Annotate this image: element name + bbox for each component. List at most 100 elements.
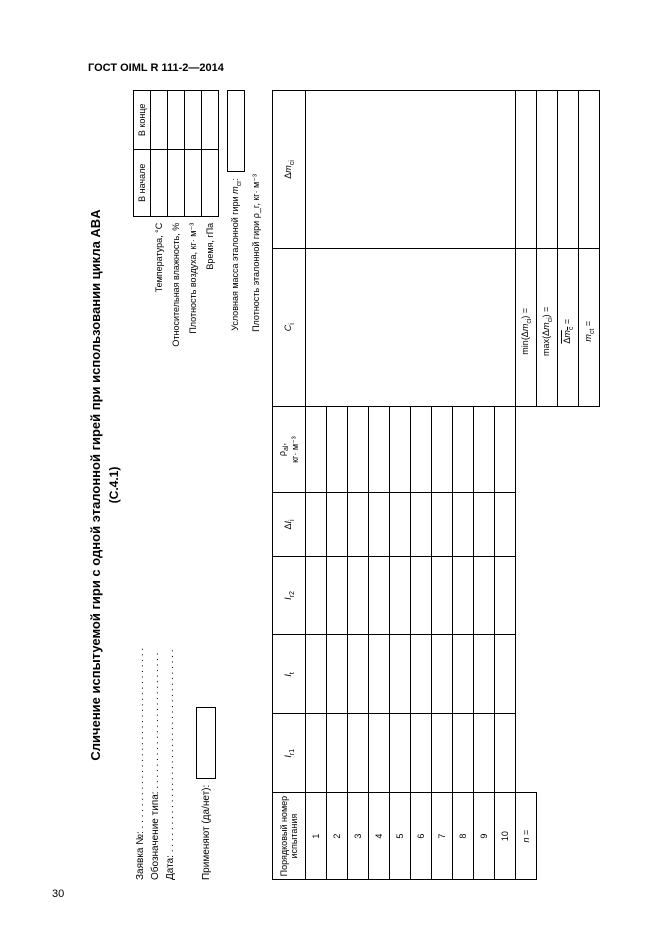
apply-label: Применяют (да/нет): bbox=[201, 785, 212, 880]
data-cell[interactable] bbox=[369, 556, 390, 635]
data-cell[interactable] bbox=[432, 714, 453, 793]
summary-value[interactable] bbox=[558, 91, 579, 249]
data-cell[interactable] bbox=[306, 493, 327, 556]
th-i2: It bbox=[273, 635, 306, 714]
data-cell[interactable] bbox=[474, 556, 495, 635]
data-cell[interactable] bbox=[495, 406, 516, 493]
data-cell[interactable] bbox=[348, 556, 369, 635]
request-block: Заявка №: . . . . . . . . . . . . . . . … bbox=[133, 620, 262, 880]
data-cell[interactable] bbox=[474, 406, 495, 493]
data-cell[interactable] bbox=[369, 714, 390, 793]
data-cell[interactable] bbox=[411, 556, 432, 635]
data-cell[interactable] bbox=[390, 406, 411, 493]
conditions-table: В начале В конце Температура, °С Относит… bbox=[133, 90, 219, 390]
gost-code: ГОСТ OIML R 111-2—2014 bbox=[88, 62, 224, 74]
data-cell[interactable] bbox=[327, 635, 348, 714]
data-cell[interactable] bbox=[474, 493, 495, 556]
data-cell[interactable] bbox=[306, 714, 327, 793]
data-cell[interactable] bbox=[453, 556, 474, 635]
data-cell[interactable] bbox=[495, 493, 516, 556]
cond-density-end[interactable] bbox=[185, 91, 202, 150]
row-index: 3 bbox=[348, 793, 369, 880]
data-cell[interactable] bbox=[453, 714, 474, 793]
app-no-line: Заявка №: . . . . . . . . . . . . . . . … bbox=[133, 620, 148, 880]
conditions-block: В начале В конце Температура, °С Относит… bbox=[133, 90, 262, 390]
cond-humidity-start[interactable] bbox=[168, 149, 185, 216]
th-dm: Δmci bbox=[273, 91, 306, 249]
conv-mass-row: Условная масса эталонной гири mcr: bbox=[227, 90, 245, 390]
cond-humidity-end[interactable] bbox=[168, 91, 185, 150]
data-cell[interactable] bbox=[453, 493, 474, 556]
th-i1: Ir1 bbox=[273, 714, 306, 793]
data-cell[interactable] bbox=[369, 493, 390, 556]
th-rho: ρal, кг· м⁻³ bbox=[273, 406, 306, 493]
data-cell[interactable] bbox=[432, 493, 453, 556]
data-cell[interactable] bbox=[348, 406, 369, 493]
apply-row: Применяют (да/нет): bbox=[196, 620, 216, 880]
data-cell[interactable] bbox=[495, 714, 516, 793]
cond-time-label: Время, гПа bbox=[202, 216, 219, 390]
data-cell[interactable] bbox=[348, 635, 369, 714]
cond-time-end[interactable] bbox=[202, 91, 219, 150]
cond-start-header: В начале bbox=[134, 149, 151, 216]
row-index: 7 bbox=[432, 793, 453, 880]
conv-mass-box[interactable] bbox=[227, 90, 245, 172]
data-cell[interactable] bbox=[327, 556, 348, 635]
data-cell[interactable] bbox=[432, 406, 453, 493]
data-cell[interactable] bbox=[432, 635, 453, 714]
data-cell[interactable] bbox=[495, 635, 516, 714]
data-cell[interactable] bbox=[306, 406, 327, 493]
summary-label: max(Δmci) = bbox=[537, 248, 558, 406]
apply-box[interactable] bbox=[196, 707, 216, 779]
type-line: Обозначение типа: . . . . . . . . . . . … bbox=[148, 620, 163, 880]
n-label: n = bbox=[516, 793, 537, 880]
data-cell[interactable] bbox=[348, 714, 369, 793]
landscape-content: Сличение испытуемой гири с одной эталонн… bbox=[88, 90, 608, 880]
summary-label: Δmc = bbox=[558, 248, 579, 406]
data-cell[interactable] bbox=[306, 635, 327, 714]
row-index: 10 bbox=[495, 793, 516, 880]
cond-density-start[interactable] bbox=[185, 149, 202, 216]
data-cell[interactable] bbox=[495, 556, 516, 635]
ref-density-label: Плотность эталонной гири ρ_r, кг· м⁻³ bbox=[251, 90, 262, 390]
conv-mass-label: Условная масса эталонной гири mcr: bbox=[230, 178, 243, 331]
data-cell[interactable] bbox=[411, 406, 432, 493]
data-cell[interactable] bbox=[348, 493, 369, 556]
data-cell[interactable] bbox=[411, 714, 432, 793]
data-cell[interactable] bbox=[390, 714, 411, 793]
th-di: ΔIi bbox=[273, 493, 306, 556]
cond-humidity-label: Относительная влажность, % bbox=[168, 216, 185, 390]
data-cell[interactable] bbox=[369, 406, 390, 493]
data-cell[interactable] bbox=[453, 635, 474, 714]
cond-temp-start[interactable] bbox=[151, 149, 168, 216]
data-cell[interactable] bbox=[411, 635, 432, 714]
cond-temp-end[interactable] bbox=[151, 91, 168, 150]
data-cell[interactable] bbox=[390, 493, 411, 556]
th-c: Ci bbox=[273, 248, 306, 406]
data-cell[interactable] bbox=[327, 406, 348, 493]
th-index: Порядковый номер испытания bbox=[273, 793, 306, 880]
summary-value[interactable] bbox=[579, 91, 600, 249]
cond-end-header: В конце bbox=[134, 91, 151, 150]
data-cell[interactable] bbox=[306, 556, 327, 635]
data-cell[interactable] bbox=[432, 556, 453, 635]
data-cell[interactable] bbox=[474, 714, 495, 793]
upper-block: Заявка №: . . . . . . . . . . . . . . . … bbox=[133, 90, 262, 880]
cond-time-start[interactable] bbox=[202, 149, 219, 216]
dm-merged-cell[interactable] bbox=[306, 91, 516, 249]
c-merged-cell[interactable] bbox=[306, 248, 516, 406]
data-cell[interactable] bbox=[327, 714, 348, 793]
row-index: 8 bbox=[453, 793, 474, 880]
summary-value[interactable] bbox=[537, 91, 558, 249]
data-cell[interactable] bbox=[474, 635, 495, 714]
data-cell[interactable] bbox=[390, 635, 411, 714]
data-cell[interactable] bbox=[453, 406, 474, 493]
row-index: 6 bbox=[411, 793, 432, 880]
data-cell[interactable] bbox=[390, 556, 411, 635]
data-cell[interactable] bbox=[411, 493, 432, 556]
date-line: Дата: . . . . . . . . . . . . . . . . . … bbox=[163, 620, 178, 880]
row-index: 5 bbox=[390, 793, 411, 880]
data-cell[interactable] bbox=[327, 493, 348, 556]
data-cell[interactable] bbox=[369, 635, 390, 714]
summary-value[interactable] bbox=[516, 91, 537, 249]
